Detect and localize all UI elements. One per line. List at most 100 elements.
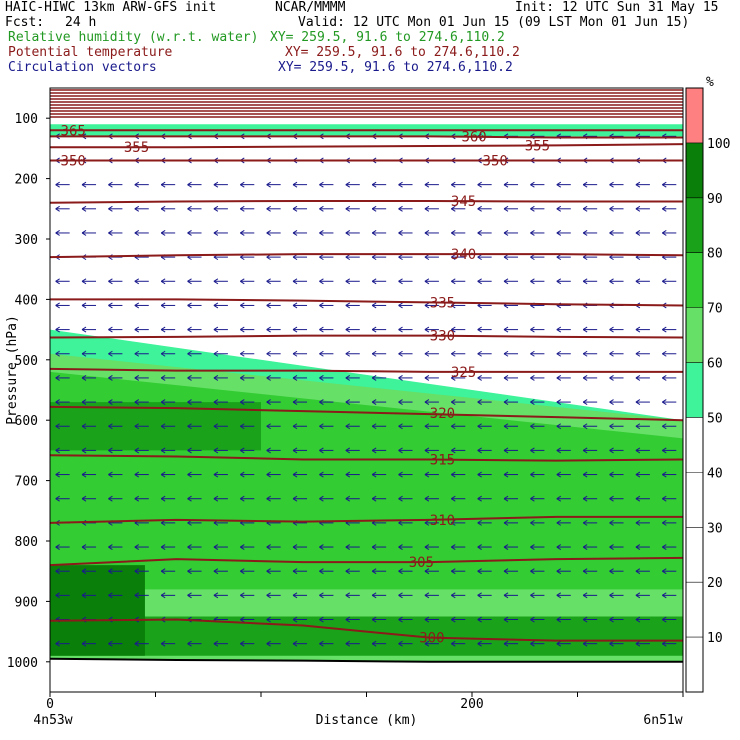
vector-head-52 xyxy=(160,181,166,188)
field-xy-theta: XY= 259.5, 91.6 to 274.6,110.2 xyxy=(285,45,520,60)
vector-head-209 xyxy=(503,326,509,333)
vector-head-328 xyxy=(477,447,482,454)
vector-head-414 xyxy=(213,544,219,550)
vector-head-87 xyxy=(451,205,456,212)
vector-head-410 xyxy=(108,544,113,550)
theta-label-310: 310 xyxy=(430,513,455,529)
vector-head-283 xyxy=(556,399,562,406)
vector-head-97 xyxy=(81,230,87,236)
vector-head-253 xyxy=(398,374,403,381)
vector-head-165 xyxy=(609,278,614,285)
vector-head-216 xyxy=(55,350,60,357)
vector-head-373 xyxy=(398,495,403,502)
vector-head-399 xyxy=(451,519,456,526)
vector-head-259 xyxy=(556,374,562,381)
vector-head-427 xyxy=(556,544,562,550)
vector-head-478 xyxy=(635,592,641,599)
vector-head-89 xyxy=(503,205,509,212)
vector-head-157 xyxy=(398,278,403,285)
vector-head-99 xyxy=(134,230,140,236)
y-tick-label-300: 300 xyxy=(15,233,38,248)
colorbar-label-80: 80 xyxy=(707,247,723,262)
vector-head-278 xyxy=(424,399,430,406)
vector-head-433 xyxy=(81,568,87,575)
vector-head-280 xyxy=(477,399,482,406)
theta-label-365: 365 xyxy=(61,123,86,139)
vector-head-322 xyxy=(319,447,324,454)
vector-head-71 xyxy=(662,181,667,188)
vector-head-246 xyxy=(213,374,219,381)
vector-head-268 xyxy=(160,399,166,406)
vector-head-364 xyxy=(160,495,166,502)
vector-head-492 xyxy=(371,616,377,623)
vector-head-470 xyxy=(424,592,430,599)
vector-head-81 xyxy=(292,205,298,212)
y-tick-label-800: 800 xyxy=(15,535,38,550)
vector-head-63 xyxy=(451,181,456,188)
vector-head-103 xyxy=(240,230,245,236)
vector-head-208 xyxy=(477,326,482,333)
vector-head-371 xyxy=(345,495,351,502)
x-end-label-left: 4n53w xyxy=(33,713,72,728)
vector-head-400 xyxy=(477,519,482,526)
vector-head-361 xyxy=(81,495,87,502)
vector-head-379 xyxy=(556,495,562,502)
vector-head-282 xyxy=(530,399,535,406)
vector-head-506 xyxy=(108,640,113,647)
vector-head-304 xyxy=(477,423,482,430)
vector-head-330 xyxy=(530,447,535,454)
vector-head-307 xyxy=(556,423,562,430)
vector-head-53 xyxy=(187,181,192,188)
vector-head-408 xyxy=(55,544,60,550)
colorbar-label-50: 50 xyxy=(707,411,723,426)
colorbar-label-60: 60 xyxy=(707,357,723,372)
vector-head-439 xyxy=(240,568,245,575)
vector-head-313 xyxy=(81,447,87,454)
vector-head-174 xyxy=(213,302,219,309)
vector-head-522 xyxy=(530,640,535,647)
vector-head-173 xyxy=(187,302,192,309)
vector-head-105 xyxy=(292,230,298,236)
vector-head-323 xyxy=(345,447,351,454)
vector-head-473 xyxy=(503,592,509,599)
vector-head-365 xyxy=(187,495,192,502)
vector-head-501 xyxy=(609,616,614,623)
theta-contour-300 xyxy=(50,618,683,642)
vector-head-221 xyxy=(187,350,192,357)
vector-head-250 xyxy=(319,374,324,381)
vector-head-289 xyxy=(81,423,87,430)
vector-head-244 xyxy=(160,374,166,381)
vector-head-199 xyxy=(240,326,245,333)
vector-head-431 xyxy=(662,544,667,550)
vector-head-108 xyxy=(371,230,377,236)
vector-head-452 xyxy=(582,568,588,575)
x-axis-label: Distance (km) xyxy=(316,713,418,728)
colorbar-band-4 xyxy=(686,197,703,253)
vector-head-442 xyxy=(319,568,324,575)
vector-head-80 xyxy=(266,205,271,212)
vector-head-516 xyxy=(371,640,377,647)
vector-head-284 xyxy=(582,399,588,406)
vector-head-70 xyxy=(635,181,641,188)
vector-head-370 xyxy=(319,495,324,502)
vector-head-61 xyxy=(398,181,403,188)
field-name-vectors: Circulation vectors xyxy=(8,60,157,75)
vector-head-355 xyxy=(556,471,562,478)
vector-head-363 xyxy=(134,495,140,502)
vector-head-170 xyxy=(108,302,113,309)
vector-head-502 xyxy=(635,616,641,623)
y-tick-label-600: 600 xyxy=(15,414,38,429)
vector-head-311 xyxy=(662,423,667,430)
forecast-hours: 24 h xyxy=(65,15,97,30)
theta-label-320: 320 xyxy=(430,406,455,422)
vector-head-468 xyxy=(371,592,377,599)
vector-head-116 xyxy=(582,230,588,236)
vector-head-405 xyxy=(609,519,614,526)
vector-head-243 xyxy=(134,374,140,381)
vector-head-381 xyxy=(609,495,614,502)
colorbar-label-40: 40 xyxy=(707,466,723,481)
vector-head-499 xyxy=(556,616,562,623)
theta-label-300: 300 xyxy=(419,631,444,647)
vector-head-466 xyxy=(319,592,324,599)
